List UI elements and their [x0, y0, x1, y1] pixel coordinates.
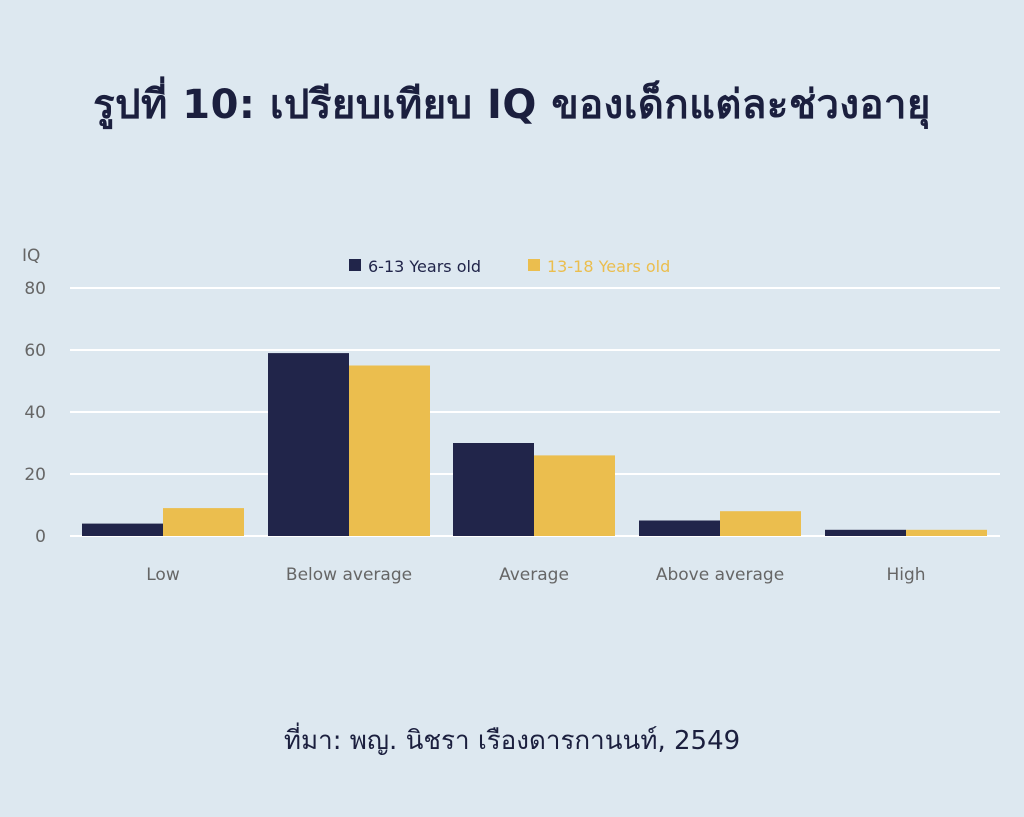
- y-tick-label: 20: [24, 465, 46, 485]
- legend-swatch: [528, 259, 540, 271]
- legend-label: 6-13 Years old: [368, 257, 481, 276]
- y-tick-label: 40: [24, 403, 46, 423]
- x-tick-label: Average: [499, 565, 569, 585]
- bar: [720, 511, 801, 536]
- y-axis-ticks: 0 20 40 60 80: [24, 279, 46, 547]
- legend: 6-13 Years old 13-18 Years old: [349, 257, 670, 276]
- source-caption: ที่มา: พญ. นิชรา เรืองดารกานนท์, 2549: [283, 726, 741, 756]
- bar: [639, 520, 720, 536]
- bar: [163, 508, 244, 536]
- legend-label: 13-18 Years old: [547, 257, 670, 276]
- bar: [453, 443, 534, 536]
- bar: [349, 365, 430, 536]
- bars: [82, 353, 987, 536]
- x-tick-label: Low: [146, 565, 180, 585]
- x-tick-label: Below average: [286, 565, 412, 585]
- bar: [906, 529, 987, 536]
- legend-swatch: [349, 259, 361, 271]
- bar: [534, 455, 615, 536]
- x-axis-ticks: Low Below average Average Above average High: [146, 565, 925, 585]
- y-tick-label: 60: [24, 341, 46, 361]
- x-tick-label: High: [886, 565, 925, 585]
- bar: [268, 353, 349, 536]
- x-tick-label: Above average: [656, 565, 784, 585]
- y-axis-label: IQ: [22, 246, 40, 266]
- bar: [82, 523, 163, 536]
- bar: [825, 529, 906, 536]
- y-tick-label: 80: [24, 279, 46, 299]
- y-tick-label: 0: [35, 527, 46, 547]
- chart-title: รูปที่ 10: เปรียบเทียบ IQ ของเด็กแต่ละช่…: [93, 82, 931, 128]
